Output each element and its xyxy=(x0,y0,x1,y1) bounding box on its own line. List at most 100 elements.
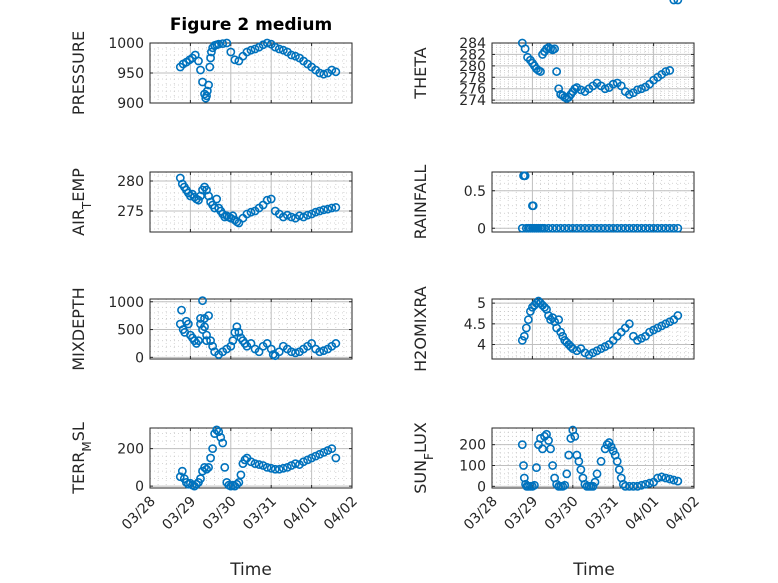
data-point xyxy=(600,223,610,233)
x-axis-label-left: Time xyxy=(229,560,272,580)
data-point xyxy=(608,223,618,233)
axes-frame xyxy=(149,298,353,360)
data-point xyxy=(202,464,211,474)
data-point xyxy=(230,55,240,65)
y-tick-label: 0.5 xyxy=(464,184,486,200)
data-point xyxy=(212,425,222,435)
data-point xyxy=(554,84,564,94)
data-point xyxy=(226,47,236,57)
data-point xyxy=(331,339,341,348)
data-point xyxy=(517,335,527,345)
data-point xyxy=(570,431,580,441)
data-point xyxy=(517,440,527,450)
data-point xyxy=(270,42,280,52)
data-point xyxy=(196,319,205,329)
data-point xyxy=(311,207,321,217)
data-point xyxy=(633,223,642,233)
data-point xyxy=(560,223,570,233)
data-point xyxy=(620,223,630,233)
data-point xyxy=(620,481,630,491)
data-point xyxy=(661,223,671,233)
subplot-air-temp: 275 280 AIRTEMP xyxy=(69,168,353,236)
subplot-pressure: 900 950 1000 PRESSURE xyxy=(69,31,353,115)
data-point xyxy=(600,84,610,94)
y-tick-label: 0 xyxy=(135,350,144,366)
data-point xyxy=(540,302,549,312)
y-tick-label: 1000 xyxy=(108,36,144,52)
data-point xyxy=(234,327,244,337)
data-point xyxy=(196,65,205,75)
y-tick-label: 4.5 xyxy=(464,317,486,333)
y-tick-label: 200 xyxy=(459,438,486,454)
data-point xyxy=(242,47,252,57)
data-point xyxy=(204,462,213,472)
data-point xyxy=(202,86,212,96)
y-tick-label: 0 xyxy=(477,479,486,495)
data-point xyxy=(286,50,296,60)
data-point xyxy=(196,314,205,323)
data-point xyxy=(307,339,316,348)
data-point xyxy=(291,459,300,469)
data-point xyxy=(641,479,650,489)
data-point xyxy=(205,62,215,72)
data-point xyxy=(568,223,578,233)
data-point xyxy=(616,223,626,233)
data-point xyxy=(266,194,276,204)
data-point xyxy=(520,44,530,54)
data-point xyxy=(564,450,574,460)
data-point xyxy=(291,348,300,358)
data-point xyxy=(278,45,288,55)
data-point xyxy=(232,322,242,332)
y-tick-label: 900 xyxy=(117,96,144,112)
data-point xyxy=(637,480,646,490)
data-point xyxy=(262,339,272,348)
y-tick-label: 284 xyxy=(459,36,486,52)
data-point xyxy=(274,464,284,474)
data-point xyxy=(592,469,602,479)
data-point xyxy=(303,210,312,220)
data-point xyxy=(564,223,574,233)
data-point xyxy=(525,307,535,316)
data-point xyxy=(250,459,260,469)
data-point xyxy=(661,473,671,483)
data-point xyxy=(218,39,228,48)
y-axis-label: THETA xyxy=(411,47,430,99)
y-tick-label: 5 xyxy=(477,296,486,312)
data-point xyxy=(673,0,683,5)
data-point xyxy=(645,478,654,488)
axes-frame xyxy=(149,171,353,233)
data-point xyxy=(327,65,337,75)
data-point xyxy=(331,453,341,463)
data-point xyxy=(206,53,215,63)
data-point xyxy=(596,456,606,466)
data-point xyxy=(669,0,679,5)
data-point xyxy=(331,67,341,77)
data-point xyxy=(558,331,568,341)
x-axis-label-right: Time xyxy=(572,560,615,580)
data-point xyxy=(538,444,547,454)
data-point xyxy=(604,223,614,233)
data-point xyxy=(616,81,626,91)
data-point xyxy=(270,464,280,474)
data-point xyxy=(218,438,228,448)
data-point xyxy=(574,456,584,466)
data-point xyxy=(608,79,618,89)
data-point xyxy=(295,211,304,221)
data-point xyxy=(536,67,545,76)
data-point xyxy=(584,223,594,233)
data-point xyxy=(550,44,560,54)
data-point xyxy=(286,347,296,357)
data-point xyxy=(198,296,207,306)
data-point xyxy=(232,479,242,489)
y-axis-label: MIXDEPTH xyxy=(69,287,88,370)
data-point xyxy=(637,223,646,233)
data-point xyxy=(315,347,325,357)
data-point xyxy=(530,480,539,490)
data-point xyxy=(202,336,211,346)
y-tick-label: 278 xyxy=(459,70,486,86)
data-point xyxy=(544,223,553,233)
data-point xyxy=(206,336,215,346)
data-point xyxy=(552,67,562,76)
